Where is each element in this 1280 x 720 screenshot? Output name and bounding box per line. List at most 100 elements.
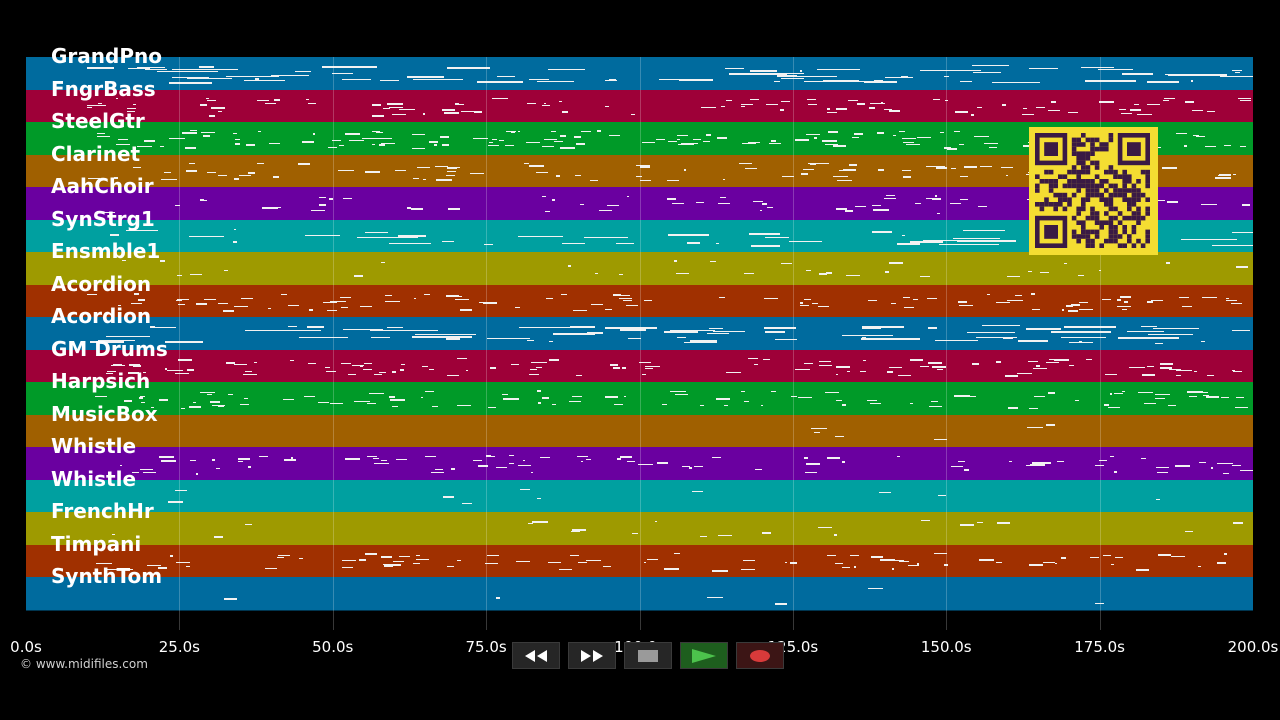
note [1236,397,1244,398]
note [139,397,144,400]
note [1063,325,1117,328]
note [387,300,400,302]
note [666,179,680,181]
note [668,141,678,142]
note [291,456,294,459]
note [639,166,650,169]
track-lane [26,512,1253,546]
note [122,260,127,262]
note [677,138,681,140]
note [986,294,991,296]
note [673,552,680,554]
record-button[interactable] [736,642,784,669]
time-tick-label: 50.0s [312,638,354,656]
note [580,460,583,462]
note [184,146,197,149]
note [642,374,647,376]
note [185,566,191,568]
note [237,460,243,462]
note [132,103,136,105]
note [609,363,618,366]
note [1029,464,1045,467]
note [954,131,961,133]
note [298,558,304,560]
note [781,263,792,265]
note [1212,245,1253,247]
note [1061,337,1107,339]
note [1240,145,1246,147]
note [460,308,472,311]
note [530,472,533,474]
note [107,370,116,372]
fast-forward-button[interactable] [568,642,616,669]
note [388,396,395,399]
note [613,404,623,406]
note [195,303,208,306]
note [902,296,910,298]
note [133,364,142,367]
note [891,568,895,571]
note [754,468,763,470]
note [1232,232,1253,234]
note [598,210,612,212]
note [150,326,176,328]
note [963,230,1006,232]
note [803,168,814,170]
note [1090,557,1100,559]
note [365,231,389,233]
note [679,78,713,81]
note [536,80,574,82]
note [113,364,122,367]
note [445,294,460,297]
note [663,567,679,570]
note [775,602,788,605]
note [160,145,165,147]
note [664,330,699,333]
note [835,435,844,437]
note [963,395,977,397]
note [1183,144,1188,147]
note [368,393,385,394]
note [790,395,797,397]
note [708,327,723,329]
note [912,298,918,300]
note [944,146,952,149]
note [631,113,636,115]
note [1152,327,1200,329]
note [806,463,820,466]
rewind-button[interactable] [512,642,560,669]
note [880,101,883,103]
note [667,234,710,237]
track-lane [26,349,1253,383]
note [1137,114,1153,116]
note [1167,201,1178,204]
note [532,521,548,524]
note [743,273,755,275]
note [958,304,974,306]
play-button[interactable] [680,642,728,669]
note [456,405,471,407]
note [307,102,316,104]
note [1231,69,1242,71]
note [411,147,426,149]
stop-button[interactable] [624,642,672,669]
note [1154,398,1165,400]
note [901,75,909,77]
note [526,103,536,105]
note [359,559,367,562]
note [707,597,724,599]
note [447,208,460,211]
time-tick-label: 200.0s [1227,638,1279,656]
note [321,66,378,69]
note [971,362,980,365]
note [640,179,651,181]
note [834,562,844,564]
note [199,392,215,394]
note [716,242,719,244]
note [612,293,621,296]
note [1028,68,1058,70]
note [519,488,530,490]
note [1175,374,1181,376]
note [803,80,847,82]
note [1067,310,1078,313]
